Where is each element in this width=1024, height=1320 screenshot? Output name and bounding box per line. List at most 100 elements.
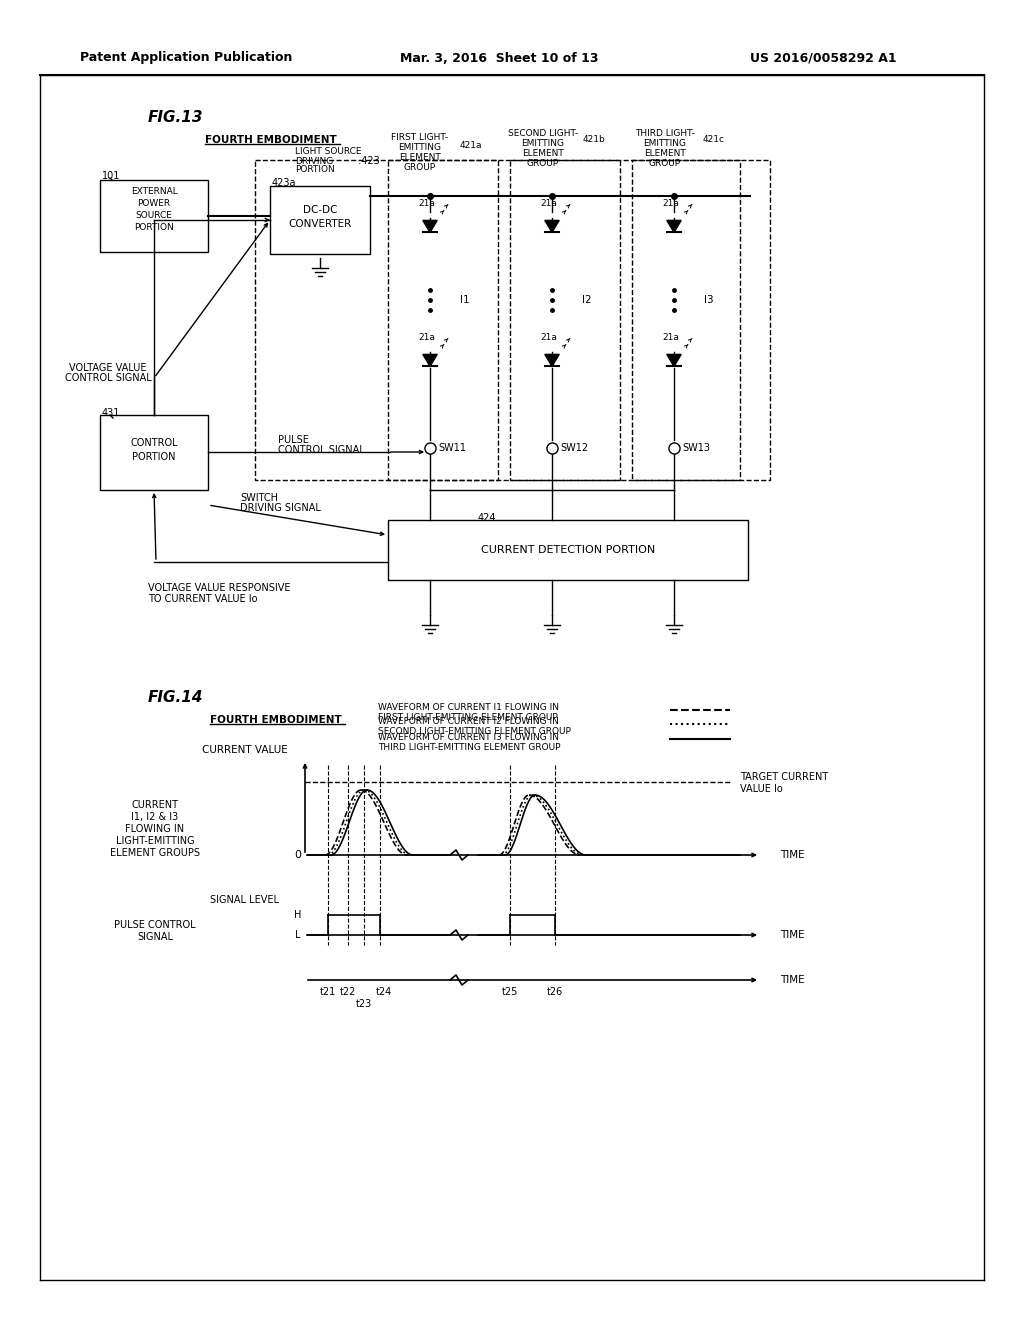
Text: EXTERNAL: EXTERNAL — [131, 187, 177, 197]
Text: GROUP: GROUP — [403, 164, 436, 173]
Text: t23: t23 — [356, 999, 372, 1008]
Text: ELEMENT: ELEMENT — [399, 153, 441, 162]
Text: FOURTH EMBODIMENT: FOURTH EMBODIMENT — [210, 715, 342, 725]
Text: SIGNAL: SIGNAL — [137, 932, 173, 942]
Text: GROUP: GROUP — [649, 158, 681, 168]
Text: 423a: 423a — [272, 178, 297, 187]
Text: 421c: 421c — [703, 136, 725, 144]
Text: 421a: 421a — [460, 140, 482, 149]
Text: FIRST LIGHT-: FIRST LIGHT- — [391, 133, 449, 143]
Text: 421b: 421b — [583, 136, 606, 144]
Text: WAVEFORM OF CURRENT I2 FLOWING IN: WAVEFORM OF CURRENT I2 FLOWING IN — [378, 718, 559, 726]
Polygon shape — [423, 354, 437, 367]
Text: CONTROL SIGNAL: CONTROL SIGNAL — [65, 374, 152, 383]
Text: DC-DC: DC-DC — [303, 205, 337, 215]
Text: 21a: 21a — [662, 334, 679, 342]
Text: SIGNAL LEVEL: SIGNAL LEVEL — [211, 895, 280, 906]
Text: CURRENT DETECTION PORTION: CURRENT DETECTION PORTION — [481, 545, 655, 554]
Text: TO CURRENT VALUE Io: TO CURRENT VALUE Io — [148, 594, 257, 605]
Text: GROUP: GROUP — [527, 158, 559, 168]
Text: 101: 101 — [102, 172, 121, 181]
Text: WAVEFORM OF CURRENT I3 FLOWING IN: WAVEFORM OF CURRENT I3 FLOWING IN — [378, 733, 559, 742]
Text: Mar. 3, 2016  Sheet 10 of 13: Mar. 3, 2016 Sheet 10 of 13 — [400, 51, 598, 65]
Text: .423: .423 — [352, 156, 380, 166]
Text: FIG.14: FIG.14 — [148, 690, 204, 705]
Text: LIGHT-EMITTING: LIGHT-EMITTING — [116, 836, 195, 846]
Bar — [388, 160, 498, 480]
Text: PORTION: PORTION — [134, 223, 174, 232]
Text: 431: 431 — [102, 408, 121, 418]
Text: 21a: 21a — [540, 199, 557, 209]
Text: SW11: SW11 — [438, 444, 466, 453]
Text: I2: I2 — [582, 294, 592, 305]
Text: PULSE: PULSE — [278, 436, 309, 445]
Polygon shape — [667, 220, 681, 232]
Text: SECOND LIGHT-EMITTING ELEMENT GROUP: SECOND LIGHT-EMITTING ELEMENT GROUP — [378, 727, 570, 737]
Text: PORTION: PORTION — [132, 451, 176, 462]
Bar — [388, 520, 748, 579]
Text: PORTION: PORTION — [295, 165, 335, 174]
Polygon shape — [545, 354, 559, 367]
Text: TARGET CURRENT: TARGET CURRENT — [740, 772, 828, 781]
Bar — [632, 160, 740, 480]
Text: CONVERTER: CONVERTER — [289, 219, 351, 228]
Text: t21: t21 — [319, 987, 336, 997]
Text: FLOWING IN: FLOWING IN — [125, 824, 184, 834]
Text: SWITCH: SWITCH — [240, 492, 278, 503]
Text: THIRD LIGHT-: THIRD LIGHT- — [635, 128, 695, 137]
Text: CURRENT: CURRENT — [131, 800, 178, 810]
Bar — [100, 414, 208, 490]
Polygon shape — [423, 220, 437, 232]
Text: SOURCE: SOURCE — [135, 211, 172, 220]
Text: t22: t22 — [340, 987, 356, 997]
Polygon shape — [545, 220, 559, 232]
Text: VOLTAGE VALUE: VOLTAGE VALUE — [70, 363, 146, 374]
Text: PULSE CONTROL: PULSE CONTROL — [115, 920, 196, 931]
Text: TIME: TIME — [780, 975, 805, 985]
Text: SW12: SW12 — [560, 444, 588, 453]
Text: t25: t25 — [502, 987, 518, 997]
Text: POWER: POWER — [137, 199, 171, 209]
Text: t26: t26 — [547, 987, 563, 997]
Text: 424: 424 — [478, 513, 497, 523]
Text: CURRENT VALUE: CURRENT VALUE — [202, 744, 288, 755]
Text: ELEMENT: ELEMENT — [522, 149, 564, 157]
Text: DRIVING: DRIVING — [295, 157, 333, 165]
Text: 21a: 21a — [662, 199, 679, 209]
Text: I1, I2 & I3: I1, I2 & I3 — [131, 812, 178, 822]
Text: H: H — [294, 909, 302, 920]
Text: CONTROL: CONTROL — [130, 438, 178, 447]
Text: 21a: 21a — [418, 199, 435, 209]
Polygon shape — [667, 354, 681, 367]
Text: FIRST LIGHT-EMITTING ELEMENT GROUP: FIRST LIGHT-EMITTING ELEMENT GROUP — [378, 714, 558, 722]
Text: SECOND LIGHT-: SECOND LIGHT- — [508, 128, 579, 137]
Text: EMITTING: EMITTING — [398, 144, 441, 153]
Text: SW13: SW13 — [682, 444, 710, 453]
Bar — [255, 160, 770, 480]
Text: FIG.13: FIG.13 — [148, 111, 204, 125]
Text: VOLTAGE VALUE RESPONSIVE: VOLTAGE VALUE RESPONSIVE — [148, 583, 291, 593]
Text: ELEMENT GROUPS: ELEMENT GROUPS — [110, 847, 200, 858]
Text: LIGHT SOURCE: LIGHT SOURCE — [295, 148, 361, 157]
Text: L: L — [295, 931, 301, 940]
Text: WAVEFORM OF CURRENT I1 FLOWING IN: WAVEFORM OF CURRENT I1 FLOWING IN — [378, 704, 559, 713]
Bar — [270, 186, 370, 253]
Text: Patent Application Publication: Patent Application Publication — [80, 51, 293, 65]
Text: CONTROL SIGNAL: CONTROL SIGNAL — [278, 445, 365, 455]
Text: THIRD LIGHT-EMITTING ELEMENT GROUP: THIRD LIGHT-EMITTING ELEMENT GROUP — [378, 742, 560, 751]
Text: VALUE Io: VALUE Io — [740, 784, 782, 795]
Text: t24: t24 — [376, 987, 392, 997]
Text: TIME: TIME — [780, 931, 805, 940]
Text: ELEMENT: ELEMENT — [644, 149, 686, 157]
Text: DRIVING SIGNAL: DRIVING SIGNAL — [240, 503, 321, 513]
Text: 21a: 21a — [418, 334, 435, 342]
Text: I3: I3 — [705, 294, 714, 305]
Text: US 2016/0058292 A1: US 2016/0058292 A1 — [750, 51, 897, 65]
Text: EMITTING: EMITTING — [521, 139, 564, 148]
Bar — [100, 180, 208, 252]
Text: I1: I1 — [460, 294, 470, 305]
Bar — [510, 160, 620, 480]
Text: EMITTING: EMITTING — [643, 139, 686, 148]
Text: TIME: TIME — [780, 850, 805, 861]
Text: 0: 0 — [295, 850, 301, 861]
